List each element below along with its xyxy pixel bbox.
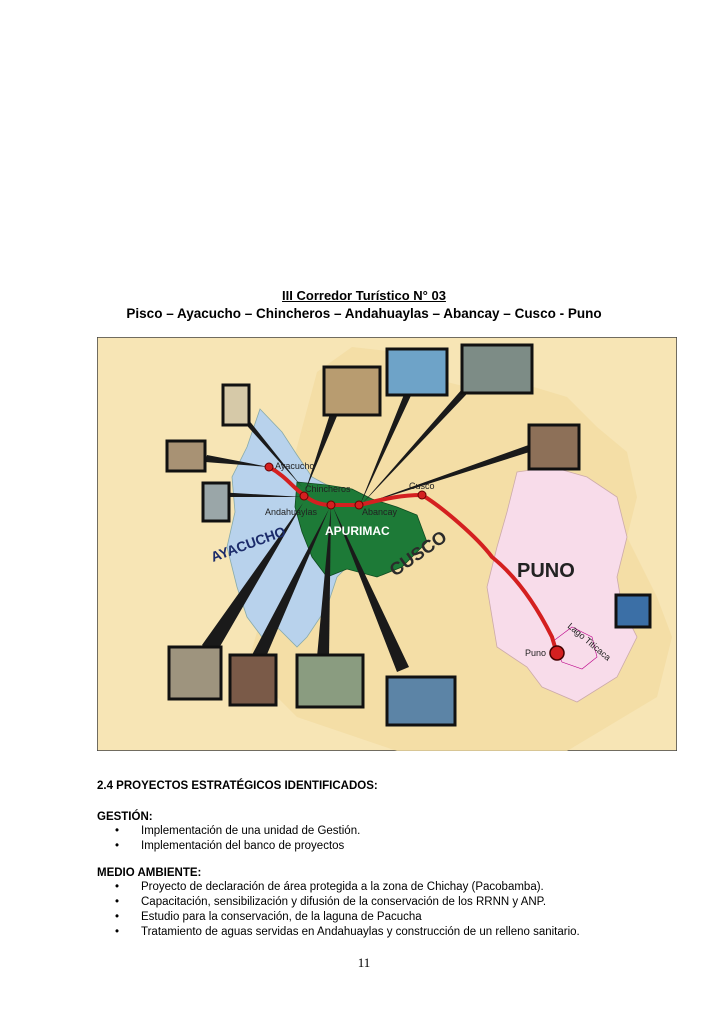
- tourist-corridor-map: Ayacucho Chincheros Andahuaylas Abancay …: [96, 336, 678, 752]
- photo-connectors: [202, 372, 539, 672]
- photo-cathedral: [322, 365, 382, 417]
- corridor-title: III Corredor Turístico N° 03: [282, 288, 446, 303]
- list-item: • Tratamiento de aguas servidas en Andahu…: [115, 926, 580, 938]
- photo-canyon: [460, 343, 534, 395]
- photo-chapel: [201, 481, 231, 523]
- city-marker-chincheros: [299, 491, 309, 501]
- list-item: • Capacitación, sensibilización y difusió…: [115, 896, 547, 908]
- photo-church-tower: [221, 383, 251, 427]
- city-label-andahuaylas: Andahuaylas: [265, 507, 318, 517]
- photo-lake-valley: [385, 675, 457, 727]
- city-marker-andahuaylas: [326, 500, 336, 510]
- photo-stone-gate: [165, 439, 207, 473]
- list-item: • Implementación de una unidad de Gestión…: [115, 825, 361, 837]
- photo-ruins: [527, 423, 581, 471]
- route-subtitle: Pisco – Ayacucho – Chincheros – Andahuay…: [126, 306, 602, 321]
- region-label-apurimac: APURIMAC: [325, 524, 390, 538]
- region-label-puno: PUNO: [517, 560, 575, 582]
- city-marker-puno: [549, 645, 565, 661]
- page-number: 11: [357, 955, 371, 970]
- lake-titicaca: [551, 626, 598, 670]
- section-heading: 2.4 PROYECTOS ESTRATÉGICOS IDENTIFICADOS…: [97, 780, 378, 792]
- photo-stone-wall: [167, 645, 223, 701]
- city-label-puno: Puno: [525, 648, 546, 658]
- city-marker-abancay: [354, 500, 364, 510]
- photo-village: [295, 653, 365, 709]
- list-item: • Estudio para la conservación, de la lag…: [115, 911, 422, 923]
- photo-lagoon: [385, 347, 449, 397]
- photo-dancers: [228, 653, 278, 707]
- list-item: • Proyecto de declaración de área protegi…: [115, 881, 544, 893]
- city-label-ayacucho: Ayacucho: [275, 461, 314, 471]
- city-marker-cusco: [417, 490, 427, 500]
- photo-titicaca-boat: [614, 593, 652, 629]
- photo-thumbnails: [165, 343, 652, 727]
- city-label-abancay: Abancay: [362, 507, 398, 517]
- city-markers: [264, 462, 565, 661]
- route-line: [267, 465, 561, 657]
- city-label-cusco: Cusco: [409, 481, 435, 491]
- city-marker-ayacucho: [264, 462, 274, 472]
- city-label-chincheros: Chincheros: [305, 484, 351, 494]
- group-title-medio-ambiente: MEDIO AMBIENTE:: [97, 867, 202, 879]
- list-item: • Implementación del banco de proyectos: [115, 840, 345, 852]
- city-labels: Ayacucho Chincheros Andahuaylas Abancay …: [265, 461, 546, 658]
- puno-region: [486, 466, 638, 703]
- group-title-gestion: GESTIÓN:: [97, 811, 153, 823]
